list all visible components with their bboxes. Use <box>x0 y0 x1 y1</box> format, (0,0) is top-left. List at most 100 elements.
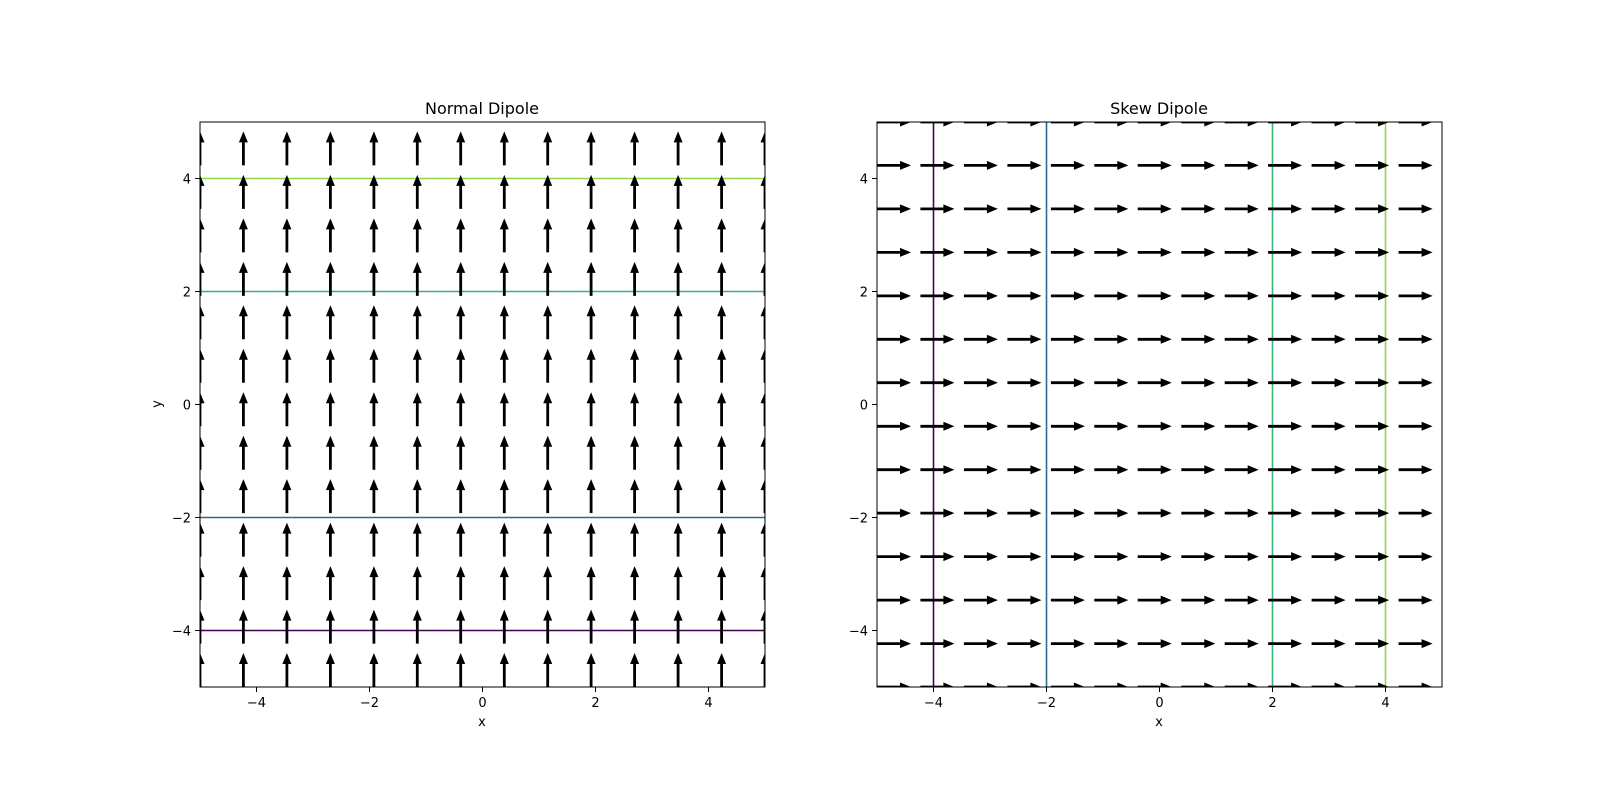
vector-arrow <box>1268 682 1303 687</box>
vector-arrow <box>1224 421 1259 431</box>
vector-arrow <box>412 653 422 687</box>
vector-arrow <box>1050 378 1085 388</box>
vector-arrow <box>456 522 466 557</box>
vector-arrow <box>1398 247 1433 257</box>
vector-arrow <box>1007 378 1042 388</box>
vector-arrow <box>760 261 765 296</box>
vector-arrow <box>1268 122 1303 127</box>
vector-arrow <box>673 392 683 427</box>
vector-arrow <box>586 522 596 557</box>
vector-arrow <box>1355 291 1390 301</box>
vector-arrow <box>543 435 553 470</box>
vector-arrow <box>587 88 596 122</box>
vector-arrow <box>456 218 466 253</box>
x-tick-label: 2 <box>591 696 599 711</box>
vector-arrow <box>920 378 955 388</box>
vector-arrow <box>1442 465 1476 474</box>
vector-arrow <box>717 88 726 122</box>
vector-arrow <box>630 88 639 122</box>
vector-arrow <box>412 174 422 209</box>
vector-arrow <box>630 392 640 427</box>
y-tick-label: −2 <box>849 512 868 527</box>
vector-arrow <box>1007 122 1042 127</box>
vector-arrow <box>963 465 998 475</box>
vector-arrow <box>1311 334 1346 344</box>
vector-arrow <box>456 261 466 296</box>
vector-arrow <box>543 566 553 601</box>
vector-arrow <box>1094 508 1129 518</box>
vector-arrow <box>1442 291 1476 300</box>
vector-arrow <box>586 653 596 687</box>
vector-arrow <box>238 435 248 470</box>
vector-arrow <box>543 348 553 383</box>
vector-arrow <box>630 435 640 470</box>
vector-arrow <box>877 508 911 518</box>
vector-arrow <box>760 609 765 644</box>
vector-arrow <box>877 122 911 127</box>
vector-arrow <box>963 552 998 562</box>
plot-area <box>200 88 765 687</box>
vector-arrow <box>1311 508 1346 518</box>
vector-arrow <box>499 566 509 601</box>
vector-arrow <box>238 522 248 557</box>
vector-arrow <box>963 508 998 518</box>
vector-arrow <box>630 174 640 209</box>
vector-arrow <box>499 305 509 340</box>
vector-arrow <box>499 261 509 296</box>
vector-arrow <box>1311 160 1346 170</box>
vector-arrow <box>963 421 998 431</box>
vector-arrow <box>1050 204 1085 214</box>
vector-arrow <box>282 609 292 644</box>
vector-arrow <box>1224 160 1259 170</box>
vector-arrow <box>200 131 205 166</box>
vector-arrow <box>717 174 727 209</box>
vector-arrow <box>1224 378 1259 388</box>
y-tick-label: −4 <box>849 625 868 640</box>
vector-arrow <box>325 653 335 687</box>
vector-arrow <box>1442 335 1476 344</box>
vector-arrow <box>238 479 248 514</box>
vector-arrow <box>1007 595 1042 605</box>
vector-arrow <box>369 392 379 427</box>
vector-arrow <box>369 435 379 470</box>
vector-arrow <box>412 348 422 383</box>
vector-arrow <box>1224 508 1259 518</box>
vector-arrow <box>586 305 596 340</box>
vector-arrow <box>1137 122 1172 127</box>
vector-arrow <box>282 174 292 209</box>
vector-arrow <box>877 682 911 687</box>
vector-arrow <box>1355 160 1390 170</box>
vector-arrow <box>369 609 379 644</box>
vector-arrow <box>1137 247 1172 257</box>
vector-arrow <box>717 435 727 470</box>
vector-arrow <box>673 261 683 296</box>
vector-arrow <box>326 88 335 122</box>
vector-arrow <box>920 552 955 562</box>
vector-arrow <box>1311 682 1346 687</box>
y-axis: −4 −2 0 2 4 <box>172 173 200 640</box>
vector-arrow <box>963 291 998 301</box>
vector-arrow <box>282 522 292 557</box>
vector-arrow <box>1442 204 1476 213</box>
vector-arrow <box>760 174 765 209</box>
x-tick-label: −4 <box>247 696 266 711</box>
vector-arrow <box>963 639 998 649</box>
vector-arrow <box>1007 334 1042 344</box>
vector-arrow <box>325 261 335 296</box>
vector-arrow <box>674 88 683 122</box>
vector-arrow <box>1311 421 1346 431</box>
vector-arrow <box>1398 204 1433 214</box>
vector-arrow <box>1311 552 1346 562</box>
vector-arrow <box>325 174 335 209</box>
vector-arrow <box>412 566 422 601</box>
vector-arrow <box>963 160 998 170</box>
vector-arrow <box>1137 291 1172 301</box>
vector-arrow <box>1181 334 1216 344</box>
vector-arrow <box>543 218 553 253</box>
x-tick-label: 4 <box>704 696 712 711</box>
vector-arrow <box>238 392 248 427</box>
vector-arrow <box>543 261 553 296</box>
vector-arrow <box>1094 291 1129 301</box>
vector-arrow <box>1355 122 1390 127</box>
vector-arrow <box>1137 552 1172 562</box>
